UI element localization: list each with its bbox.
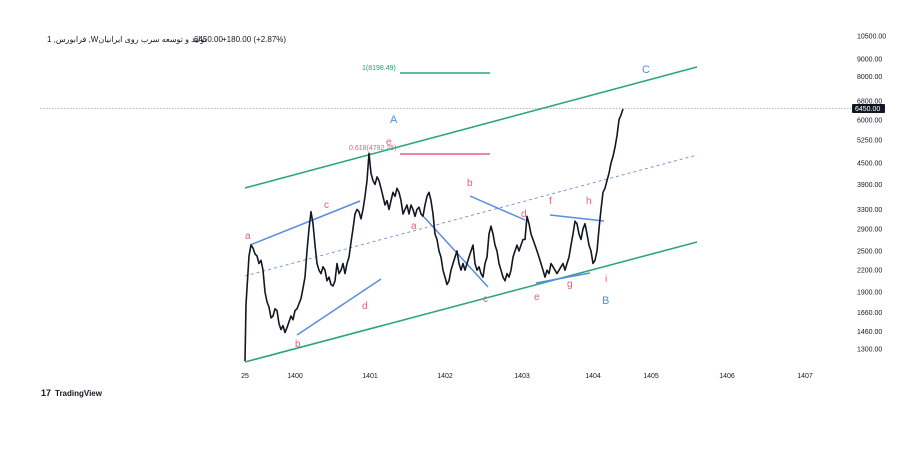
y-tick-label: 2900.00 bbox=[857, 226, 882, 233]
current-price-text: 6450.00 bbox=[855, 106, 880, 113]
wave-label-e2: e bbox=[534, 292, 540, 303]
x-tick-label: 1407 bbox=[797, 373, 813, 380]
y-tick-label: 2500.00 bbox=[857, 249, 882, 256]
y-tick-label: 10500.00 bbox=[857, 34, 886, 41]
y-tick-label: 1460.00 bbox=[857, 329, 882, 336]
wave-label-c1: c bbox=[324, 200, 329, 211]
wave-label-a2: a bbox=[411, 221, 417, 232]
y-tick-label: 1900.00 bbox=[857, 290, 882, 297]
wave-label-h: h bbox=[586, 196, 592, 207]
channel-lower-line bbox=[244, 241, 698, 363]
wave-label-i: i bbox=[605, 274, 607, 285]
wave-label-b2: b bbox=[467, 178, 473, 189]
last-price: 6450.00 bbox=[194, 35, 223, 44]
x-tick-label: 1400 bbox=[287, 373, 303, 380]
y-tick-label: 6800.00 bbox=[857, 99, 882, 106]
wave-label-A: A bbox=[390, 114, 398, 126]
channel-upper-line bbox=[244, 66, 698, 189]
y-axis[interactable]: 10500.00 9000.00 8000.00 6800.00 6000.00 5250… bbox=[857, 34, 886, 354]
wave-label-c2: c bbox=[483, 294, 488, 305]
y-tick-label: 6000.00 bbox=[857, 117, 882, 124]
tv-logo-icon: 17 bbox=[41, 388, 51, 398]
wave-label-B: B bbox=[602, 295, 609, 307]
current-price-badge bbox=[852, 104, 885, 113]
symbol-title: 1 ,فرابورس ,Wتولید و توسعه سرب روی ایران… bbox=[47, 35, 207, 44]
x-tick-label: 1405 bbox=[643, 373, 659, 380]
x-tick-label: 1403 bbox=[514, 373, 530, 380]
trendline-5[interactable] bbox=[549, 214, 605, 222]
y-tick-label: 1660.00 bbox=[857, 310, 882, 317]
y-tick-label: 5250.00 bbox=[857, 137, 882, 144]
trendline-6[interactable] bbox=[535, 272, 591, 284]
y-tick-label: 3900.00 bbox=[857, 182, 882, 189]
wave-label-a1: a bbox=[245, 231, 251, 242]
x-tick-label: 1402 bbox=[437, 373, 453, 380]
trendline-2[interactable] bbox=[296, 278, 382, 336]
wave-label-d1: d bbox=[362, 301, 368, 312]
x-tick-label: 1404 bbox=[585, 373, 601, 380]
wave-label-d2: d bbox=[521, 209, 527, 220]
y-tick-label: 9000.00 bbox=[857, 57, 882, 64]
wave-label-g: g bbox=[567, 279, 573, 290]
x-axis[interactable]: 25 1400 1401 1402 1403 1404 1405 1406 1407 bbox=[241, 373, 813, 380]
tradingview-logo[interactable]: 17 TradingView bbox=[41, 388, 103, 398]
x-tick-label: 1401 bbox=[362, 373, 378, 380]
y-tick-label: 2200.00 bbox=[857, 268, 882, 275]
trendline-1[interactable] bbox=[249, 200, 361, 246]
y-tick-label: 3300.00 bbox=[857, 207, 882, 214]
x-tick-label: 1406 bbox=[719, 373, 735, 380]
wave-label-C: C bbox=[642, 64, 650, 76]
y-tick-label: 1300.00 bbox=[857, 347, 882, 354]
fib-0618-label: 0.618(4792.25) bbox=[349, 145, 396, 152]
wave-label-b1: b bbox=[295, 339, 301, 350]
fib-1-label: 1(8198.49) bbox=[362, 65, 396, 72]
price-line bbox=[244, 108, 624, 362]
y-tick-label: 4500.00 bbox=[857, 161, 882, 168]
price-change: +180.00 (+2.87%) bbox=[222, 35, 286, 44]
y-tick-label: 8000.00 bbox=[857, 74, 882, 81]
x-tick-label: 25 bbox=[241, 373, 249, 380]
wave-label-e1: e bbox=[386, 137, 392, 148]
tv-logo-text: TradingView bbox=[55, 389, 103, 398]
trendline-3[interactable] bbox=[469, 195, 526, 221]
wave-label-f: f bbox=[549, 196, 552, 207]
